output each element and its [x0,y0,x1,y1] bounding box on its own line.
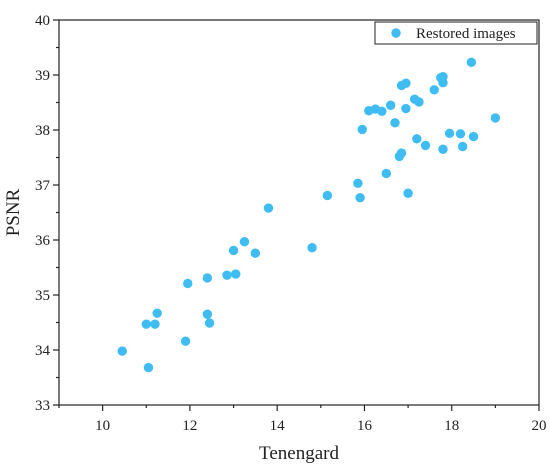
legend-label: Restored images [416,26,516,42]
data-point [307,243,317,253]
data-point [455,129,466,139]
data-point [183,278,193,289]
data-point [377,106,387,117]
data-point [412,134,422,144]
data-point [143,362,154,373]
data-point [401,103,411,114]
data-point [180,336,191,346]
y-tick-label: 35 [35,288,50,304]
axes: 10 12 14 16 18 20 33 34 35 36 37 38 39 40 Tenengard PSN… [3,13,547,464]
data-point [438,71,448,82]
data-point [396,148,407,158]
y-tick-label: 37 [35,178,51,194]
data-point [141,319,151,329]
x-tick-label: 20 [532,418,547,434]
data-point [357,124,367,135]
data-point [401,78,411,88]
data-point [438,144,448,154]
data-point [390,118,400,128]
data-point [444,128,455,138]
y-tick-label: 39 [35,68,50,84]
legend: Restored images [374,21,538,45]
data-point [150,319,160,329]
data-point [429,85,439,95]
data-point [152,308,162,318]
y-tick-label: 34 [35,343,51,359]
data-point [202,309,213,319]
data-points [117,57,501,373]
data-point [117,346,127,356]
data-point [466,57,477,68]
y-tick-label: 33 [35,398,50,414]
data-point [457,141,468,152]
x-axis-title: Tenengard [259,443,339,464]
legend-box [374,21,538,45]
plot-frame [58,19,540,406]
data-point [231,269,241,279]
data-point [204,318,215,328]
data-point [263,203,274,213]
data-point [239,236,250,247]
data-point [355,192,365,203]
data-point [250,248,261,258]
y-axis-title: PSNR [3,188,24,236]
x-tick-label: 10 [95,418,110,434]
data-point [403,188,413,198]
data-point [381,168,391,179]
x-tick-label: 14 [270,418,286,434]
data-point [385,100,396,110]
data-point [353,178,363,189]
data-point [414,97,424,107]
legend-marker [391,28,401,38]
data-point [202,273,213,283]
x-tick-label: 12 [182,418,197,434]
y-tick-label: 40 [35,13,50,29]
data-point [420,140,431,151]
data-point [228,245,239,256]
data-point [468,131,479,142]
data-point [490,113,501,123]
x-tick-label: 18 [444,418,459,434]
data-point [222,270,232,280]
y-tick-label: 36 [35,233,51,249]
data-point [322,190,333,201]
x-tick-label: 16 [357,418,373,434]
y-tick-label: 38 [35,123,50,139]
